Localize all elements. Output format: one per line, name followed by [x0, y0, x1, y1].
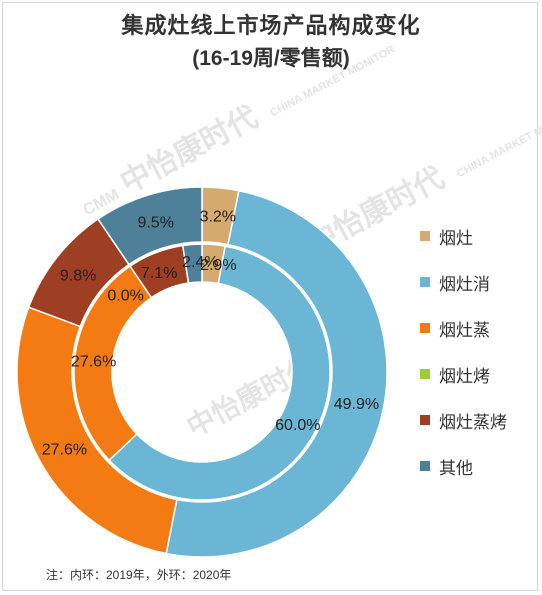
inner-slice-1 [108, 245, 331, 501]
outer-label-4: 9.8% [60, 268, 96, 285]
legend-swatch-0 [420, 231, 430, 241]
inner-label-1: 60.0% [275, 417, 320, 434]
inner-slice-5 [181, 243, 203, 284]
outer-label-2: 27.6% [42, 442, 87, 459]
outer-slice-1 [165, 189, 388, 558]
footnote: 注：内环：2019年，外环：2020年 [46, 568, 232, 582]
legend-label-4: 烟灶蒸烤 [439, 412, 507, 432]
inner-ring [73, 243, 331, 501]
legend-swatch-1 [420, 277, 430, 287]
outer-slice-5 [96, 186, 203, 266]
legend: 烟灶烟灶消烟灶蒸烟灶烤烟灶蒸烤其他 [420, 224, 507, 500]
legend-swatch-4 [420, 415, 430, 425]
chart-subtitle: (16-19周/零售额) [192, 47, 350, 70]
legend-item-3: 烟灶烤 [420, 362, 507, 386]
legend-item-4: 烟灶蒸烤 [420, 408, 507, 432]
inner-label-3: 0.0% [107, 287, 143, 304]
inner-label-4: 7.1% [141, 265, 177, 282]
ring-labels: 3.2% 49.9% 27.6% 9.8% 9.5% 2.9% 60.0% 27.6% 0.0%… [42, 208, 379, 458]
outer-ring [16, 186, 388, 558]
outer-label-5: 9.5% [137, 214, 173, 231]
legend-item-1: 烟灶消 [420, 270, 507, 294]
legend-label-3: 烟灶烤 [439, 366, 490, 386]
inner-label-2: 27.6% [71, 353, 116, 370]
inner-label-5: 2.4% [182, 254, 218, 271]
legend-label-2: 烟灶蒸 [439, 320, 490, 340]
outer-label-0: 3.2% [200, 208, 236, 225]
outer-slice-2 [16, 306, 178, 555]
legend-swatch-2 [420, 323, 430, 333]
legend-label-5: 其他 [439, 458, 473, 478]
legend-item-2: 烟灶蒸 [420, 316, 507, 340]
legend-item-5: 其他 [420, 454, 507, 478]
legend-item-0: 烟灶 [420, 224, 507, 248]
inner-label-0: 2.9% [200, 257, 236, 274]
chart-title: 集成灶线上市场产品构成变化 [121, 13, 421, 38]
legend-label-0: 烟灶 [439, 228, 473, 248]
outer-label-1: 49.9% [334, 396, 379, 413]
legend-swatch-5 [420, 461, 430, 471]
legend-swatch-3 [420, 369, 430, 379]
legend-label-1: 烟灶消 [439, 274, 490, 294]
